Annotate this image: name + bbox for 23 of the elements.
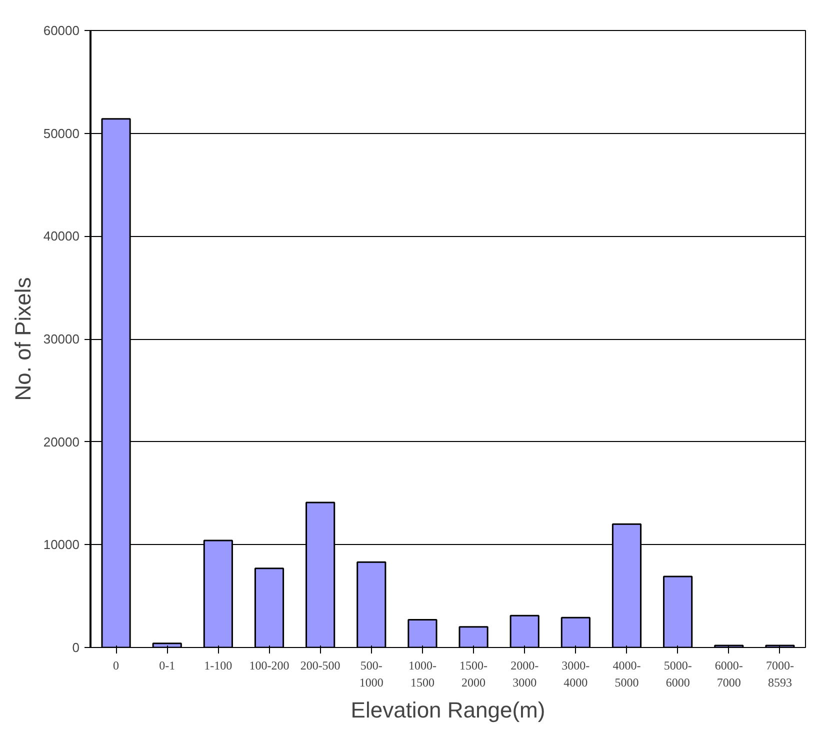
x-tick-label: 100-200 (249, 658, 290, 672)
x-tick-label: 4000-5000 (612, 658, 641, 690)
x-tick-label: 2000-3000 (510, 658, 539, 690)
x-tick-label: 200-500 (300, 658, 340, 672)
y-tick-label: 60000 (43, 23, 80, 38)
x-tick-label: 1000-1500 (408, 658, 436, 690)
x-tick-label: 3000-4000 (562, 658, 590, 690)
y-tick-label: 0 (72, 640, 80, 655)
x-axis-title: Elevation Range(m) (350, 697, 546, 722)
y-axis-title: No. of Pixels (10, 277, 36, 401)
x-tick-label: 0 (113, 658, 120, 672)
y-tick-label: 30000 (43, 332, 80, 346)
x-tick-label: 500-1000 (359, 658, 384, 690)
y-tick-label: 10000 (43, 537, 80, 552)
x-tick-label: 1-100 (204, 658, 232, 672)
x-tick-label: 6000-7000 (714, 658, 743, 690)
x-tick-label: 0-1 (159, 658, 176, 672)
x-tick-label: 7000-8593 (766, 658, 794, 690)
y-tick-label: 20000 (43, 434, 80, 450)
y-tick-label: 50000 (43, 126, 80, 141)
y-tick-label: 40000 (43, 228, 80, 244)
x-tick-label: 1500-2000 (460, 658, 488, 690)
x-tick-label: 5000-6000 (664, 658, 692, 690)
